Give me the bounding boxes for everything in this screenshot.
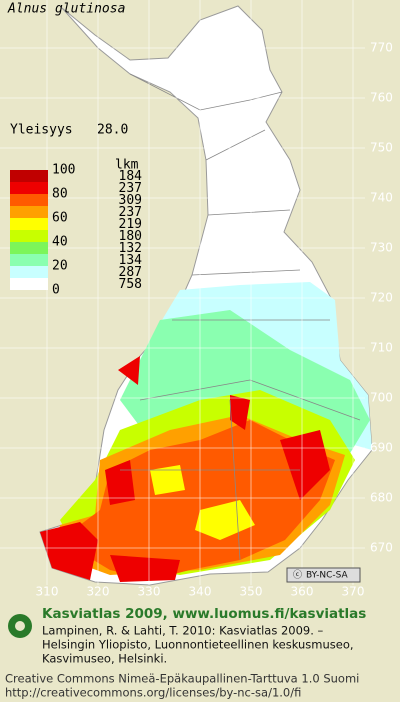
abundance-orange-red bbox=[60, 420, 335, 580]
grid-label-y: 710 bbox=[370, 341, 393, 355]
legend-count: 180 bbox=[119, 229, 142, 244]
grid: 770 760 750 740 730 720 710 700 690 680 670 310 320 3… bbox=[0, 0, 393, 599]
grid-label-x: 350 bbox=[240, 585, 263, 599]
legend-count: 219 bbox=[119, 217, 142, 232]
map: 770 760 750 740 730 720 710 700 690 680 670 310 320 3… bbox=[0, 0, 393, 599]
license-badge-box bbox=[286, 567, 361, 583]
count-header: lkm bbox=[115, 158, 139, 173]
legend-scale-label: 100 bbox=[52, 163, 75, 178]
grid-label-y: 740 bbox=[370, 191, 393, 205]
abundance-yellow-patch bbox=[150, 465, 255, 540]
legend-swatch bbox=[10, 206, 48, 218]
legend-count: 184 bbox=[119, 169, 143, 184]
legend-count: 237 bbox=[119, 181, 142, 196]
grid-label-x: 340 bbox=[189, 585, 212, 599]
grid-label-y: 700 bbox=[370, 391, 393, 405]
legend-count: 132 bbox=[119, 241, 142, 256]
grid-label-x: 310 bbox=[36, 585, 59, 599]
license-line: http://creativecommons.org/licenses/by-n… bbox=[5, 686, 301, 700]
grid-label-y: 720 bbox=[370, 291, 393, 305]
grid-label-y: 750 bbox=[370, 141, 393, 155]
legend-scale-label: 20 bbox=[52, 259, 68, 274]
grid-label-x: 370 bbox=[342, 585, 365, 599]
grid-label-x: 320 bbox=[87, 585, 110, 599]
grid-label-x: 360 bbox=[291, 585, 314, 599]
grid-label-y: 730 bbox=[370, 241, 393, 255]
legend-count: 758 bbox=[119, 277, 142, 292]
legend-swatch bbox=[10, 242, 48, 254]
legend-count: 134 bbox=[119, 253, 143, 268]
license-badge-text: BY-NC-SA bbox=[306, 571, 349, 581]
index-label: Yleisyys bbox=[10, 123, 73, 138]
license-badge-cc: ⓒ bbox=[293, 570, 302, 581]
footer: Kasviatlas 2009, www.luomus.fi/kasviatla… bbox=[5, 606, 366, 700]
abundance-red bbox=[40, 356, 330, 582]
legend-count: 287 bbox=[119, 265, 142, 280]
grid-label-y: 770 bbox=[370, 41, 393, 55]
legend-scale-label: 0 bbox=[52, 283, 60, 298]
citation-line: Lampinen, R. & Lahti, T. 2010: Kasviatla… bbox=[42, 624, 324, 638]
grid-label-y: 670 bbox=[370, 541, 393, 555]
legend-scale-label: 80 bbox=[52, 187, 68, 202]
legend-swatch bbox=[10, 194, 48, 206]
logo-inner bbox=[15, 621, 25, 631]
legend-scale-label: 60 bbox=[52, 211, 68, 226]
legend: 1842373092372191801321342877581008060402… bbox=[10, 163, 142, 298]
species-title: Alnus glutinosa bbox=[7, 2, 125, 17]
grid-label-x: 330 bbox=[138, 585, 161, 599]
grid-label-y: 760 bbox=[370, 91, 393, 105]
legend-scale-label: 40 bbox=[52, 235, 68, 250]
legend-swatch bbox=[10, 182, 48, 194]
index-value: 28.0 bbox=[97, 123, 128, 138]
legend-swatch bbox=[10, 170, 48, 182]
license-line: Creative Commons Nimeä-Epäkaupallinen-Ta… bbox=[5, 672, 359, 686]
citation-line: Helsingin Yliopisto, Luonnontieteellinen… bbox=[42, 638, 354, 652]
legend-count: 237 bbox=[119, 205, 142, 220]
legend-swatch bbox=[10, 218, 48, 230]
legend-count: 309 bbox=[119, 193, 142, 208]
legend-swatch bbox=[10, 254, 48, 266]
legend-swatch bbox=[10, 278, 48, 290]
grid-label-y: 690 bbox=[370, 441, 393, 455]
grid-label-y: 680 bbox=[370, 491, 393, 505]
legend-swatch bbox=[10, 266, 48, 278]
legend-swatch bbox=[10, 230, 48, 242]
citation-line: Kasvimuseo, Helsinki. bbox=[42, 652, 167, 666]
footer-heading: Kasviatlas 2009, www.luomus.fi/kasviatla… bbox=[42, 606, 366, 622]
